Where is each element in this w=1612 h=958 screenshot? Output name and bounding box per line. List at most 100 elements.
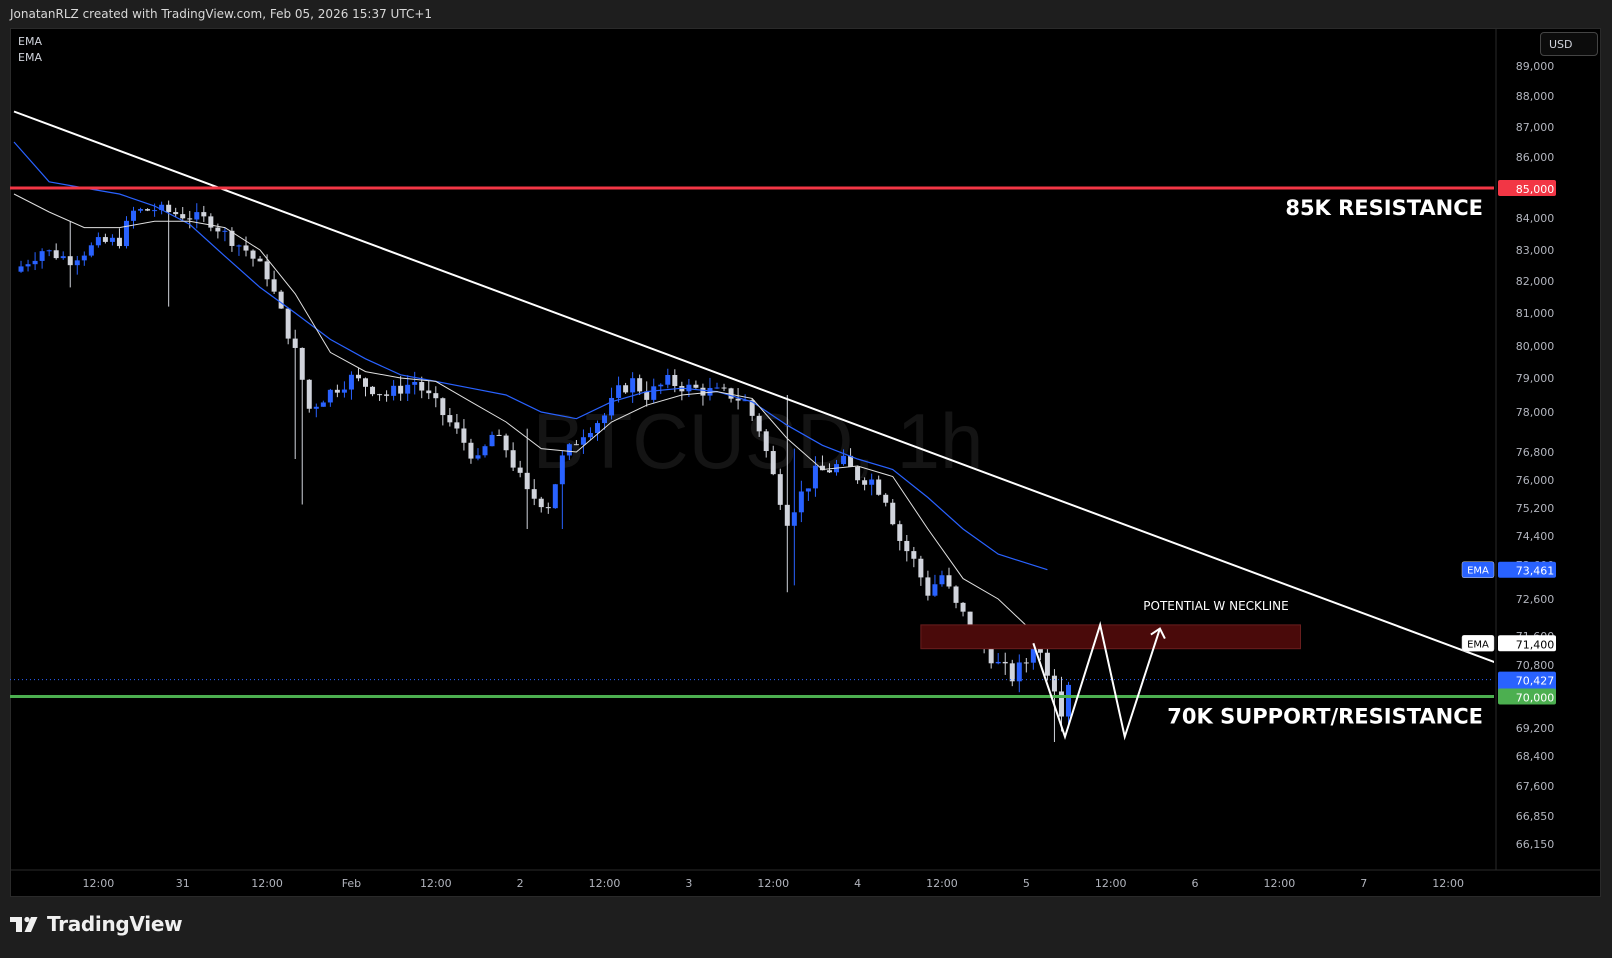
candle-body (334, 389, 340, 393)
y-tick-label: 88,000 (1516, 90, 1555, 103)
candle-body (475, 455, 481, 459)
support-label: 70K SUPPORT/RESISTANCE (1167, 705, 1483, 729)
candle-body (243, 245, 249, 251)
candle-body (426, 390, 432, 394)
candle-body (208, 216, 214, 228)
candle-body (355, 374, 361, 379)
candle-body (510, 450, 516, 468)
tradingview-logo-icon (10, 914, 40, 934)
candle-body (693, 384, 699, 388)
candle-body (988, 646, 994, 664)
current-price-badge-text: 70,427 (1516, 675, 1555, 688)
ema-legend-fast[interactable]: EMA (18, 35, 42, 48)
candle-body (503, 435, 509, 451)
candle-body (405, 384, 411, 394)
candle-body (215, 227, 221, 232)
candle-body (1058, 691, 1064, 717)
candle-body (412, 381, 418, 385)
candle-body (138, 209, 144, 211)
candle-body (440, 398, 446, 416)
candle-body (609, 397, 615, 416)
candle-body (145, 209, 151, 211)
candle-body (545, 507, 551, 509)
candle-body (32, 260, 38, 265)
candle-body (995, 661, 1001, 664)
candle-body (651, 386, 657, 400)
candle-body (123, 220, 129, 247)
x-tick-label: 31 (176, 877, 190, 890)
candle-body (735, 398, 741, 401)
ema-fast-badge-text: 71,400 (1516, 638, 1555, 651)
candle-body (602, 415, 608, 424)
y-tick-label: 67,600 (1516, 780, 1555, 793)
candle-body (672, 374, 678, 387)
ema-slow-badge-text: 73,461 (1516, 565, 1555, 578)
ema-slow-badge-bg (1498, 561, 1556, 578)
currency-button[interactable]: USD (1540, 32, 1598, 56)
candle-body (306, 379, 312, 409)
candle-body (292, 338, 298, 348)
candle-body (637, 378, 643, 392)
candle-body (665, 374, 671, 385)
candle-body (524, 472, 530, 490)
tradingview-logo[interactable]: TradingView (10, 912, 183, 936)
candle-body (419, 381, 425, 391)
candle-body (257, 258, 263, 262)
x-tick-label: 12:00 (420, 877, 452, 890)
candle-body (250, 250, 256, 259)
candle-body (131, 210, 137, 221)
candle-body (102, 237, 108, 242)
candle-body (960, 602, 966, 612)
candle-body (53, 250, 59, 259)
x-tick-label: 5 (1023, 877, 1030, 890)
candle-body (201, 212, 207, 217)
candle-body (855, 466, 861, 481)
price-chart[interactable]: BTCUSD, 1h POTENTIAL W NECKLINE 85K RESIST… (10, 28, 1601, 897)
candle-body (742, 400, 748, 402)
candle-body (433, 393, 439, 399)
candle-body (341, 389, 347, 393)
candle-body (784, 504, 790, 526)
candle-body (39, 251, 45, 261)
x-tick-label: 7 (1360, 877, 1367, 890)
candle-body (166, 204, 172, 213)
x-tick-label: 3 (685, 877, 692, 890)
candle-body (18, 266, 24, 272)
candle-body (812, 465, 818, 489)
x-tick-label: 6 (1192, 877, 1199, 890)
candle-body (805, 488, 811, 492)
resistance-price-badge-text: 85,000 (1516, 183, 1555, 196)
candle-body (531, 489, 537, 499)
candle-body (384, 394, 390, 396)
symbol-watermark: BTCUSD, 1h (533, 397, 984, 485)
candle-body (173, 212, 179, 215)
ema-slow-tag-text: EMA (1467, 566, 1489, 577)
attribution-bar: JonatanRLZ created with TradingView.com,… (0, 0, 1612, 28)
candle-body (1002, 661, 1008, 664)
w-pattern-arrowhead (1150, 627, 1166, 640)
candle-body (728, 388, 734, 399)
candle-body (883, 494, 889, 503)
y-tick-label: 76,800 (1516, 446, 1555, 459)
candle-body (904, 540, 910, 552)
candle-body (616, 385, 622, 398)
candle-body (911, 551, 917, 559)
candle-body (552, 484, 558, 509)
candle-body (559, 455, 565, 485)
candle-body (320, 402, 326, 407)
candle-body (482, 446, 488, 456)
candle-body (229, 230, 235, 246)
candle-body (862, 480, 868, 485)
candle-body (925, 577, 931, 596)
candle-body (348, 374, 354, 390)
y-tick-label: 89,000 (1516, 60, 1555, 73)
candle-body (1037, 648, 1043, 653)
ema-fast-line (13, 193, 1069, 644)
candle-body (489, 434, 495, 447)
chart-pane[interactable] (10, 28, 1601, 897)
candle-body (327, 389, 333, 403)
candle-body (848, 455, 854, 467)
x-tick-label: 12:00 (589, 877, 621, 890)
ema-legend-slow[interactable]: EMA (18, 51, 42, 64)
candle-body (25, 264, 31, 267)
